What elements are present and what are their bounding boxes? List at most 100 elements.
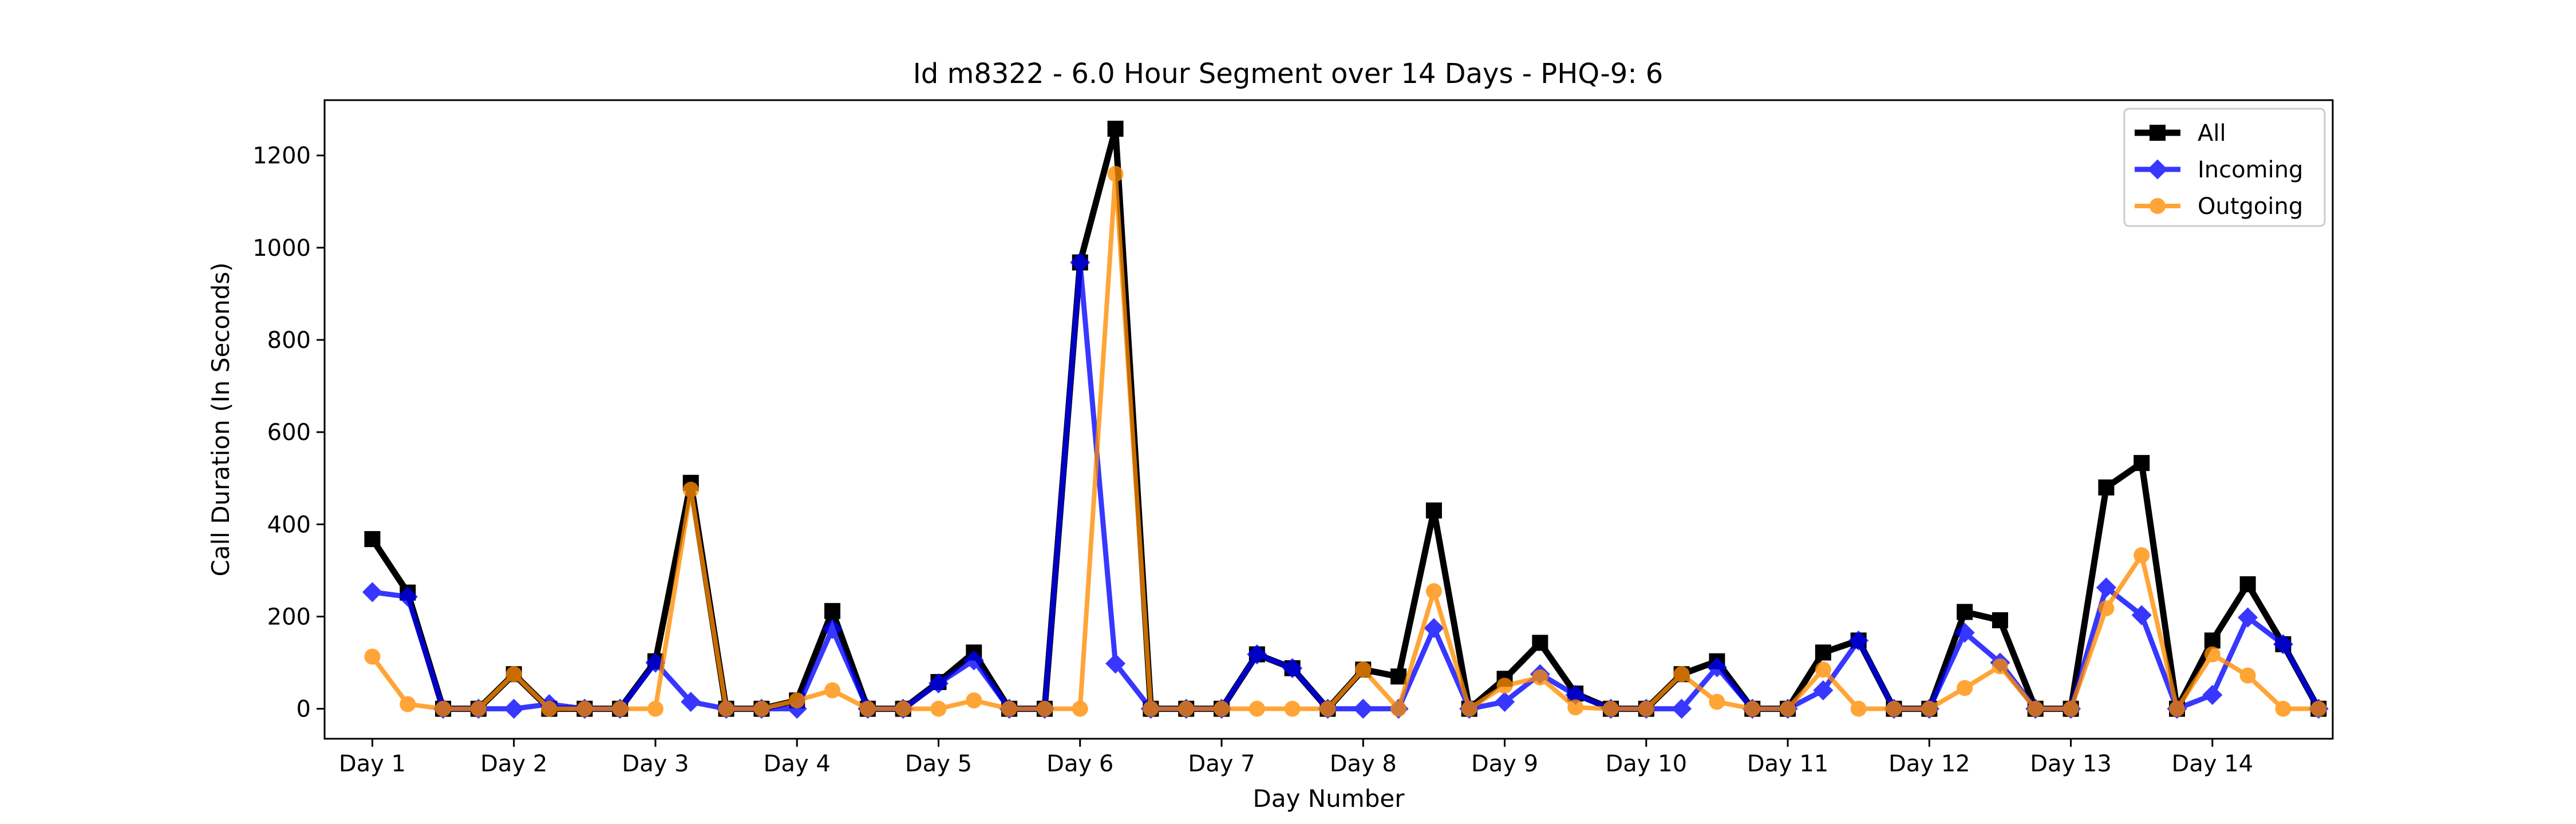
legend-marker-incoming bbox=[2147, 159, 2168, 180]
y-axis-ticks: 0 200 400 600 800 1000 1200 bbox=[252, 143, 325, 723]
legend-label-all: All bbox=[2198, 120, 2226, 146]
outgoing-point bbox=[1107, 165, 1124, 182]
y-tick-label: 800 bbox=[267, 327, 311, 354]
outgoing-point bbox=[1496, 678, 1513, 694]
incoming-point bbox=[1105, 653, 1126, 674]
x-tick-label: Day 14 bbox=[2172, 751, 2254, 777]
outgoing-point bbox=[1532, 669, 1548, 686]
incoming-point bbox=[928, 673, 949, 694]
incoming-point bbox=[1706, 657, 1727, 678]
x-tick-label: Day 7 bbox=[1188, 751, 1255, 777]
y-tick-label: 1000 bbox=[252, 235, 311, 262]
all-point bbox=[2204, 632, 2221, 649]
outgoing-point bbox=[1886, 700, 1902, 717]
all-series-line bbox=[369, 125, 2322, 712]
outgoing-point bbox=[966, 692, 982, 709]
outgoing-series bbox=[364, 165, 2327, 717]
outgoing-point bbox=[2063, 700, 2079, 717]
outgoing-point bbox=[1036, 700, 1053, 717]
outgoing-point bbox=[1001, 700, 1018, 717]
outgoing-point bbox=[1284, 700, 1301, 717]
incoming-point bbox=[2131, 605, 2152, 625]
outgoing-point bbox=[1214, 700, 1230, 717]
all-series bbox=[364, 120, 2327, 717]
outgoing-point bbox=[2275, 700, 2291, 717]
outgoing-point bbox=[1921, 700, 1938, 717]
all-point bbox=[2239, 576, 2256, 593]
x-tick-label: Day 12 bbox=[1888, 751, 1970, 777]
x-tick-label: Day 9 bbox=[1471, 751, 1538, 777]
legend-item-outgoing[interactable] bbox=[2135, 198, 2180, 214]
x-tick-label: Day 13 bbox=[2030, 751, 2112, 777]
y-tick-label: 400 bbox=[267, 512, 311, 538]
x-tick-label: Day 10 bbox=[1605, 751, 1687, 777]
outgoing-point bbox=[1178, 700, 1195, 717]
outgoing-point bbox=[647, 700, 663, 717]
outgoing-point bbox=[1143, 700, 1159, 717]
incoming-point bbox=[1282, 658, 1303, 679]
incoming-point bbox=[1848, 630, 1869, 651]
all-point bbox=[1815, 644, 1831, 661]
outgoing-point bbox=[2098, 600, 2115, 616]
outgoing-point bbox=[2134, 547, 2150, 564]
y-tick-label: 0 bbox=[297, 696, 311, 723]
x-tick-label: Day 1 bbox=[339, 751, 406, 777]
chart-title: Id m8322 - 6.0 Hour Segment over 14 Days… bbox=[913, 58, 1664, 90]
outgoing-point bbox=[753, 700, 770, 717]
outgoing-point bbox=[400, 696, 416, 712]
incoming-point bbox=[2273, 634, 2294, 655]
incoming-point bbox=[963, 650, 984, 671]
all-point bbox=[364, 531, 381, 548]
outgoing-point bbox=[2169, 700, 2186, 717]
outgoing-point bbox=[1850, 700, 1867, 717]
incoming-point bbox=[822, 619, 843, 639]
all-point bbox=[1390, 668, 1407, 685]
incoming-point bbox=[681, 691, 701, 712]
outgoing-point bbox=[364, 648, 381, 665]
outgoing-point bbox=[2310, 700, 2327, 717]
legend-label-outgoing: Outgoing bbox=[2198, 193, 2303, 220]
outgoing-point bbox=[2239, 667, 2256, 684]
y-tick-label: 1200 bbox=[252, 143, 311, 169]
y-tick-label: 200 bbox=[267, 604, 311, 630]
incoming-point bbox=[1494, 691, 1515, 712]
outgoing-point bbox=[930, 700, 947, 717]
outgoing-point bbox=[2204, 646, 2221, 663]
outgoing-point bbox=[789, 692, 805, 709]
outgoing-point bbox=[576, 700, 593, 717]
outgoing-point bbox=[1709, 694, 1725, 710]
legend-label-incoming: Incoming bbox=[2198, 157, 2303, 183]
all-point bbox=[1425, 502, 1442, 519]
outgoing-point bbox=[470, 700, 487, 717]
outgoing-point bbox=[1602, 700, 1619, 717]
legend[interactable]: All Incoming Outgoing bbox=[2123, 108, 2326, 227]
x-tick-label: Day 11 bbox=[1747, 751, 1829, 777]
legend-item-incoming[interactable] bbox=[2135, 159, 2180, 180]
outgoing-point bbox=[1567, 699, 1584, 716]
incoming-point bbox=[2096, 577, 2116, 598]
outgoing-point bbox=[435, 700, 452, 717]
outgoing-point bbox=[1319, 700, 1336, 717]
plot-frame bbox=[323, 99, 2334, 740]
all-point bbox=[1107, 120, 1124, 137]
outgoing-point bbox=[541, 700, 558, 717]
outgoing-point bbox=[1815, 661, 1831, 678]
y-tick-label: 600 bbox=[267, 419, 311, 446]
outgoing-point bbox=[1390, 700, 1407, 717]
legend-marker-all bbox=[2150, 125, 2166, 141]
incoming-point bbox=[362, 582, 383, 603]
outgoing-point bbox=[1673, 666, 1690, 683]
outgoing-point bbox=[1249, 700, 1265, 717]
incoming-point bbox=[2202, 684, 2223, 706]
outgoing-point bbox=[1992, 658, 2008, 675]
legend-marker-outgoing bbox=[2150, 198, 2166, 214]
all-point bbox=[1532, 635, 1548, 651]
outgoing-point bbox=[1744, 700, 1761, 717]
legend-item-all[interactable] bbox=[2135, 125, 2180, 141]
x-tick-label: Day 4 bbox=[764, 751, 831, 777]
outgoing-point bbox=[1425, 583, 1442, 600]
outgoing-point bbox=[1355, 661, 1372, 678]
x-tick-label: Day 2 bbox=[480, 751, 547, 777]
outgoing-point bbox=[2027, 700, 2044, 717]
